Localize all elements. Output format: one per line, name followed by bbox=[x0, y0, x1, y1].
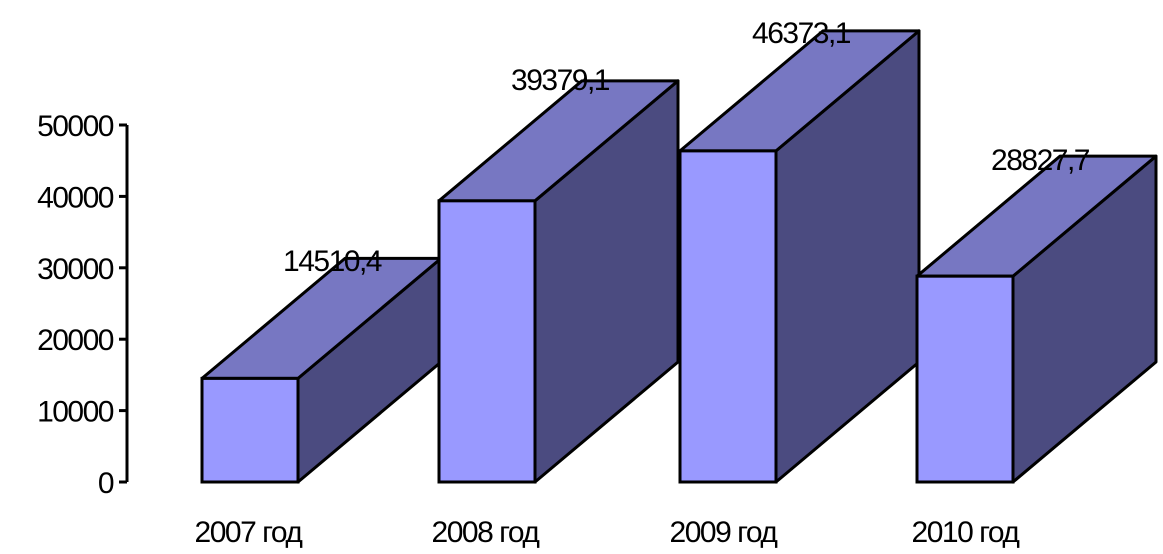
y-tick-label: 50000 bbox=[37, 110, 114, 143]
data-label: 39379,1 bbox=[511, 64, 610, 97]
data-label: 14510,4 bbox=[283, 245, 382, 278]
y-tick-label: 20000 bbox=[37, 324, 114, 357]
data-label: 46373,1 bbox=[752, 17, 851, 50]
bar bbox=[437, 79, 680, 484]
bar-front-face bbox=[915, 274, 1015, 484]
y-tick-label: 0 bbox=[98, 467, 114, 500]
bar bbox=[915, 154, 1158, 484]
bar-front-face bbox=[678, 149, 778, 484]
bar bbox=[678, 29, 921, 484]
bar-front-face bbox=[437, 199, 537, 484]
y-axis-group: 0 10000 20000 30000 40000 50000 bbox=[37, 110, 129, 500]
x-category-label: 2010 год bbox=[912, 516, 1020, 549]
y-tick-label: 10000 bbox=[37, 396, 114, 429]
bars-group bbox=[200, 29, 1158, 484]
bar bbox=[200, 256, 443, 484]
bar-front-face bbox=[200, 376, 300, 484]
x-category-label: 2007 год bbox=[195, 516, 303, 549]
data-label: 28827,7 bbox=[991, 144, 1090, 177]
labels-group: 14510,4 39379,1 46373,1 28827,7 2007 год 2008… bbox=[195, 17, 1092, 549]
x-category-label: 2008 год bbox=[432, 516, 540, 549]
y-tick-label: 40000 bbox=[37, 181, 114, 214]
y-tick-label: 30000 bbox=[37, 253, 114, 286]
x-category-label: 2009 год bbox=[670, 516, 778, 549]
